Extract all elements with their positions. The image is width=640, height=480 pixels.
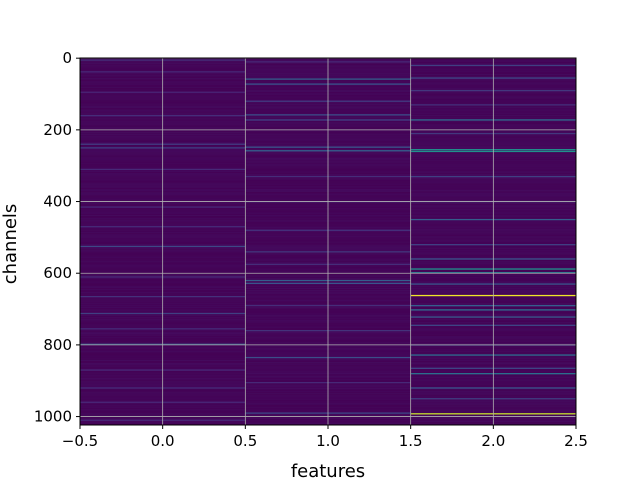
x-tick-label: 1.5	[399, 432, 423, 450]
x-tick-label: 1.0	[316, 432, 340, 450]
y-tick-label: 400	[43, 193, 72, 211]
x-axis-label: features	[291, 461, 365, 480]
x-tick-label: 2.5	[564, 432, 588, 450]
y-axis-label: channels	[0, 204, 21, 285]
y-tick-label: 600	[43, 264, 72, 282]
x-tick-label: 0.0	[151, 432, 175, 450]
y-tick-label: 800	[43, 336, 72, 354]
x-tick-label: 0.5	[233, 432, 257, 450]
y-tick-label: 0	[62, 49, 72, 67]
y-tick-label: 1000	[34, 408, 72, 426]
y-axis: 0 200 400 600 800 1000	[34, 49, 80, 426]
x-tick-label: 2.0	[481, 432, 505, 450]
y-tick-label: 200	[43, 121, 72, 139]
x-tick-label: −0.5	[62, 432, 98, 450]
plot-area	[79, 57, 577, 426]
x-axis: −0.5 0.0 0.5 1.0 1.5 2.0 2.5	[62, 425, 588, 450]
